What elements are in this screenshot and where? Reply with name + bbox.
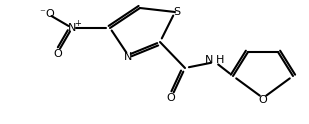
Text: N: N <box>124 52 132 62</box>
Text: O: O <box>167 93 176 103</box>
Text: N: N <box>68 23 76 33</box>
Text: O: O <box>259 95 267 105</box>
Text: S: S <box>173 7 180 17</box>
Text: H: H <box>216 55 224 65</box>
Text: N: N <box>205 55 213 65</box>
Text: O: O <box>54 49 62 59</box>
Text: +: + <box>74 18 82 28</box>
Text: ⁻: ⁻ <box>39 8 45 18</box>
Text: O: O <box>46 9 54 19</box>
